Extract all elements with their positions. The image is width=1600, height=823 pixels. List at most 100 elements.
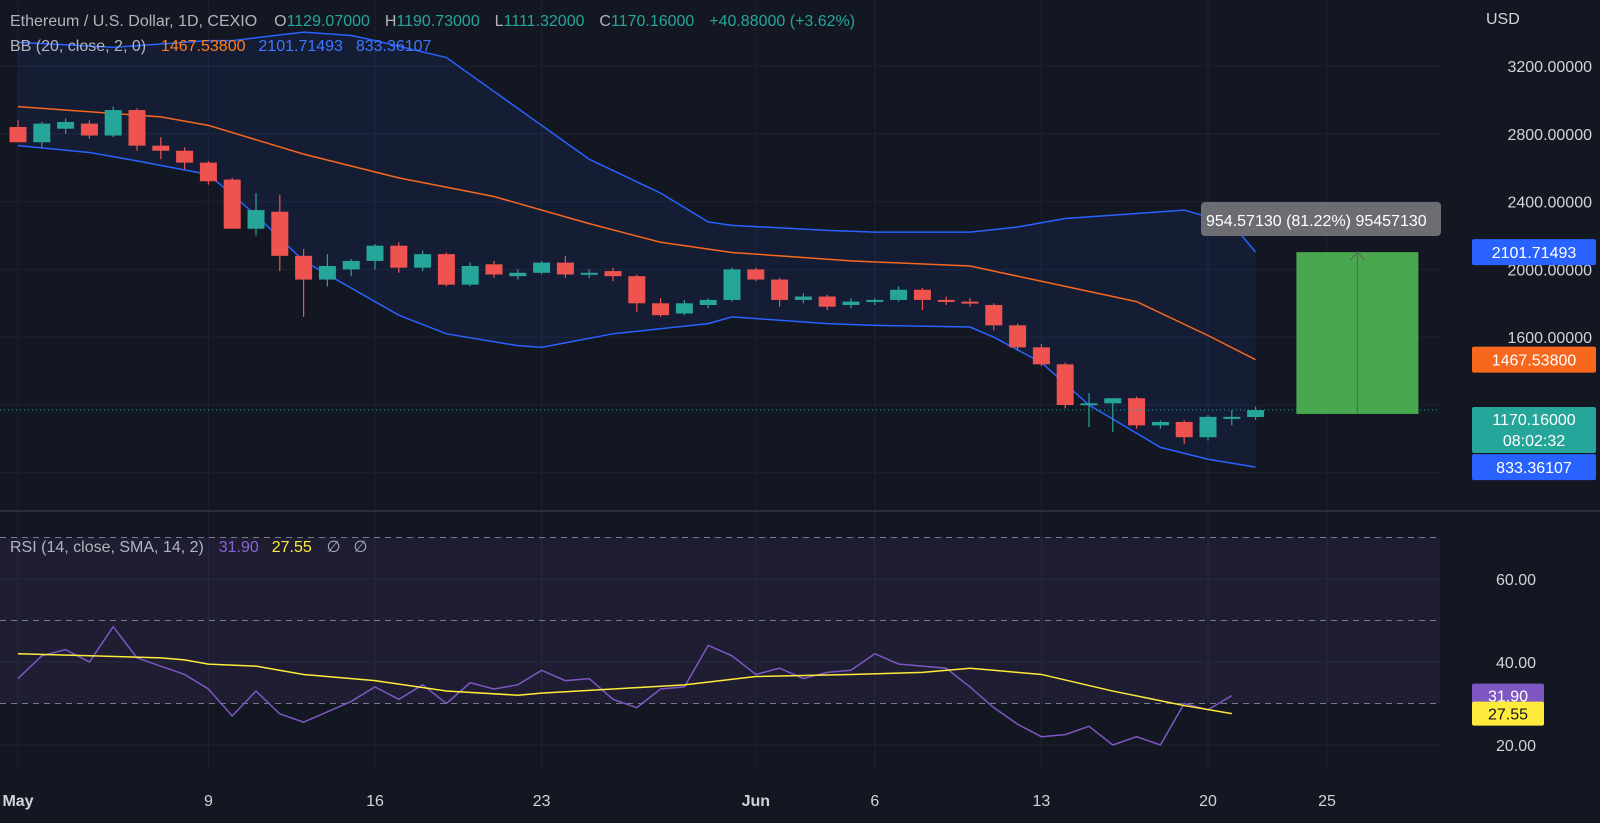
price-tick-label: 1600.00000 [1507, 330, 1592, 347]
time-tick-label: Jun [742, 793, 770, 810]
candle-body [818, 296, 836, 307]
lower-band-price-tag-bg [1472, 454, 1596, 481]
candle-body [937, 299, 955, 302]
change-value: +40.88000 (+3.62%) [709, 13, 856, 30]
candle-body [223, 179, 241, 229]
time-tick-label: 9 [204, 793, 213, 810]
bb-label: BB (20, close, 2, 0) [10, 38, 147, 55]
candle-body [104, 110, 122, 136]
bb-upper-line [17, 31, 1257, 253]
candle-body [556, 262, 574, 275]
measure-arrow-head [1349, 251, 1365, 261]
open-key: O [274, 13, 287, 30]
candle-body [1151, 421, 1169, 426]
candles[interactable] [0, 106, 1440, 444]
measure-label-box [1201, 202, 1441, 236]
price-tick-label: 3200.00000 [1507, 59, 1592, 76]
candle-body [747, 269, 765, 280]
candle-body [461, 266, 479, 285]
symbol-legend: Ethereum / U.S. Dollar, 1D, CEXIO O1129.… [10, 13, 855, 31]
candle-body [985, 304, 1003, 326]
candle-body [628, 276, 646, 304]
high-value: 1190.73000 [396, 13, 480, 30]
rsi-pane[interactable] [0, 537, 1440, 746]
candle-body [1032, 347, 1050, 365]
rsi-line [17, 625, 1233, 746]
bollinger-legend[interactable]: BB (20, close, 2, 0) 1467.53800 2101.714… [10, 38, 431, 56]
price-tick-label: 2000.00000 [1507, 262, 1592, 279]
upper-band-price-tag: 2101.71493 [1492, 245, 1577, 262]
basis-price-tag-bg [1472, 346, 1596, 373]
candle-body [1128, 398, 1146, 426]
rsi-label: RSI (14, close, SMA, 14, 2) [10, 539, 204, 556]
candle-body [176, 150, 194, 163]
candle-body [652, 303, 670, 316]
candle-body [723, 269, 741, 300]
rsi-legend[interactable]: RSI (14, close, SMA, 14, 2) 31.90 27.55 … [10, 537, 367, 557]
rsi-sma-value: 27.55 [271, 539, 312, 556]
bb-fill-area [18, 32, 1256, 468]
candle-body [414, 254, 432, 268]
null-symbol-1: ∅ [326, 539, 341, 556]
candle-body [57, 121, 75, 129]
time-tick-label: 23 [533, 793, 551, 810]
high-key: H [384, 13, 397, 30]
grid-lines [0, 0, 1600, 770]
bb-lower-value: 833.36107 [355, 38, 432, 55]
candle-body [199, 162, 217, 182]
low-value: 1111.32000 [503, 13, 585, 30]
rsi-tick-label: 20.00 [1496, 738, 1536, 755]
close-key: C [599, 13, 611, 30]
bb-basis-line [17, 105, 1256, 361]
candle-body [1175, 421, 1193, 438]
candle-body [342, 260, 360, 270]
candle-body [152, 145, 170, 151]
time-tick-label: 20 [1199, 793, 1217, 810]
candle-body [1247, 410, 1265, 418]
candle-body [390, 245, 408, 268]
bar-countdown: 08:02:32 [1503, 433, 1565, 450]
candle-body [271, 211, 289, 256]
candle-body [80, 123, 98, 136]
candle-body [366, 245, 384, 261]
bb-basis-value: 1467.53800 [160, 38, 246, 55]
candle-body [1199, 416, 1217, 438]
candle-body [604, 271, 622, 277]
price-tick-label: 2800.00000 [1507, 127, 1592, 144]
null-symbol-2: ∅ [353, 539, 368, 556]
candle-body [128, 110, 146, 146]
candle-body [437, 254, 455, 285]
candle-body [533, 262, 551, 273]
close-value: 1170.16000 [610, 13, 695, 30]
candle-body [890, 289, 908, 300]
time-tick-label: 6 [870, 793, 879, 810]
candle-body [247, 210, 265, 229]
currency-label: USD [1486, 11, 1520, 28]
candle-body [295, 255, 313, 280]
candle-body [771, 279, 789, 300]
last-price-tag-bg [1472, 407, 1596, 453]
last-price-tag: 1170.16000 [1492, 412, 1575, 429]
bb-upper-value: 2101.71493 [258, 38, 343, 55]
open-value: 1129.07000 [286, 13, 370, 30]
rsi-price-tag: 31.90 [1488, 689, 1528, 706]
candle-body [33, 123, 51, 143]
candle-body [913, 289, 931, 300]
candle-body [675, 303, 693, 314]
rsi-sma-price-tag: 27.55 [1488, 707, 1528, 724]
time-tick-label: 25 [1318, 793, 1336, 810]
low-key: L [494, 13, 504, 30]
price-axis[interactable]: USD 3200.00000 2800.00000 2400.00000 2000.00… [1472, 11, 1596, 755]
rsi-price-tag-bg [1472, 683, 1544, 708]
rsi-tick-label: 40.00 [1496, 655, 1536, 672]
candle-body [794, 296, 812, 300]
candle-body [842, 301, 860, 305]
time-axis[interactable]: May 9 16 23 Jun 6 13 20 25 [2, 793, 1336, 810]
measure-tool[interactable]: 954.57130 (81.22%) 95457130 [1201, 202, 1441, 414]
upper-band-price-tag-bg [1472, 239, 1596, 266]
bollinger-band-fill [18, 32, 1256, 468]
candle-body [9, 127, 27, 143]
basis-price-tag: 1467.53800 [1492, 353, 1577, 370]
candle-body [1104, 398, 1122, 404]
